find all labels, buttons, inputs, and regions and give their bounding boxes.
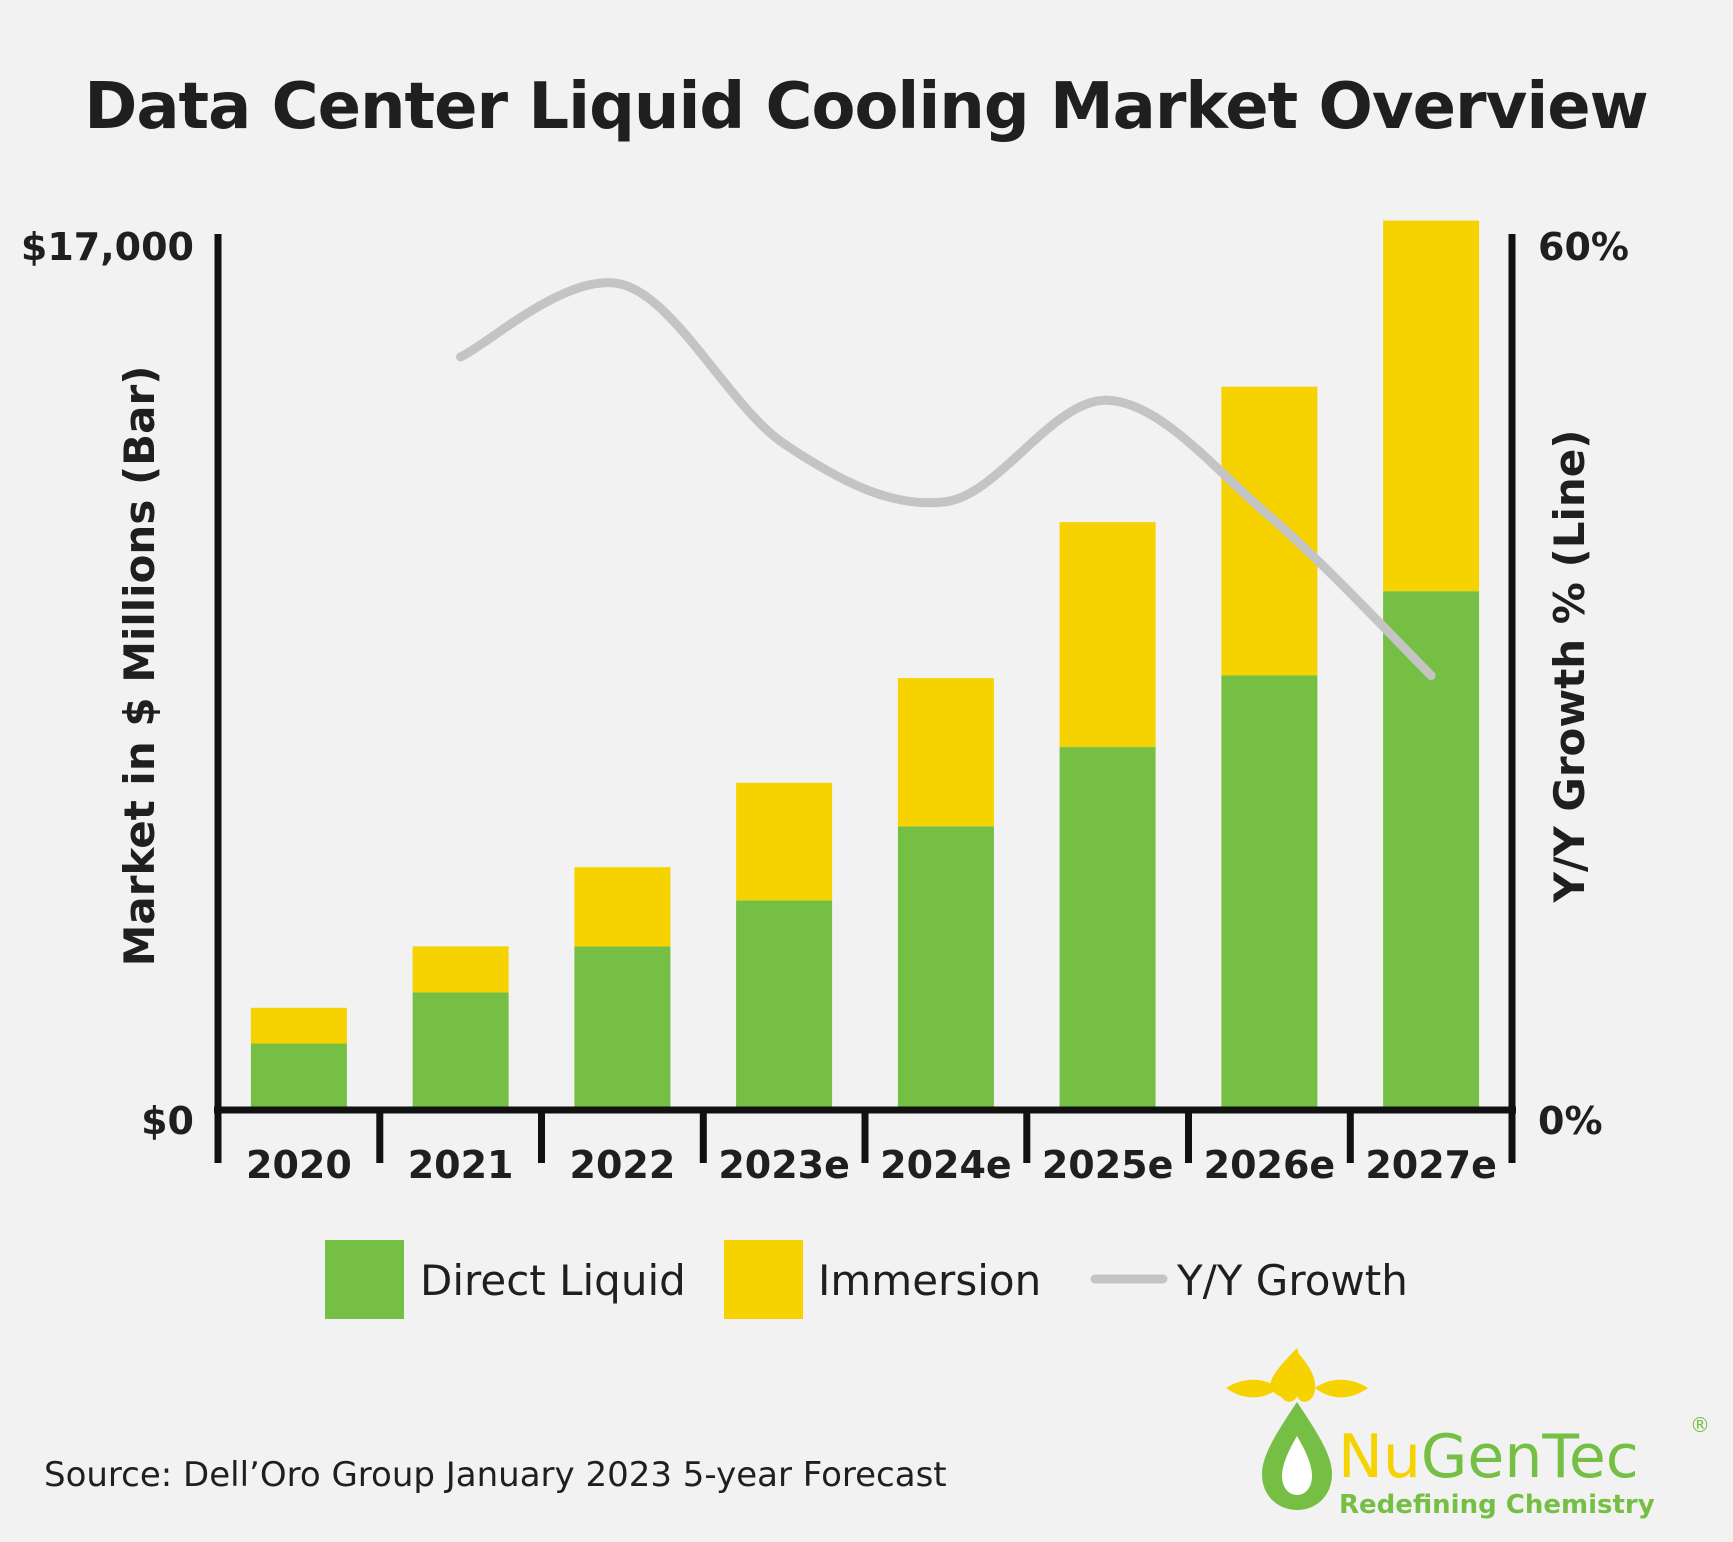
legend: Direct Liquid Immersion Y/Y Growth — [325, 1240, 1408, 1319]
bars-group — [250, 220, 1480, 1110]
bar-direct-liquid-2024e — [897, 826, 994, 1110]
logo-flower-icon — [1226, 1348, 1368, 1510]
growth-point-2027e — [1426, 671, 1436, 680]
bar-direct-liquid-2026e — [1221, 675, 1318, 1110]
legend-label-immersion: Immersion — [818, 1256, 1041, 1305]
y-axis-title: Market in $ Millions (Bar) — [115, 366, 164, 967]
x-label-2021: 2021 — [408, 1143, 514, 1187]
nugentec-logo: NuGenTec ® Redefining Chemistry — [1226, 1348, 1710, 1520]
x-label-2024e: 2024e — [880, 1143, 1012, 1187]
logo-tagline: Redefining Chemistry — [1339, 1490, 1655, 1520]
growth-point-2023e — [779, 439, 789, 449]
x-label-2020: 2020 — [246, 1143, 352, 1187]
legend-label-direct-liquid: Direct Liquid — [420, 1256, 686, 1305]
logo-name-gentec: GenTec — [1421, 1422, 1639, 1492]
y2-tick-top: 60% — [1538, 225, 1629, 269]
bar-immersion-2024e — [897, 678, 994, 827]
bar-direct-liquid-2023e — [736, 900, 833, 1110]
bar-immersion-2027e — [1383, 220, 1480, 592]
logo-wordmark: NuGenTec — [1338, 1422, 1639, 1492]
legend-swatch-immersion — [724, 1240, 803, 1319]
x-axis-ticks — [376, 1110, 1354, 1163]
bar-direct-liquid-2021 — [412, 992, 509, 1110]
bar-direct-liquid-2020 — [250, 1043, 347, 1110]
growth-point-2024e — [941, 497, 951, 507]
growth-point-2026e — [1264, 511, 1274, 521]
chart-title: Data Center Liquid Cooling Market Overvi… — [84, 70, 1648, 144]
source-note: Source: Dell’Oro Group January 2023 5-ye… — [44, 1455, 947, 1495]
bar-immersion-2021 — [412, 946, 509, 993]
logo-registered-mark: ® — [1690, 1413, 1710, 1437]
y-tick-top: $17,000 — [21, 225, 194, 269]
logo-name-nu: Nu — [1338, 1422, 1421, 1492]
bar-immersion-2026e — [1221, 386, 1318, 676]
growth-point-2025e — [1103, 395, 1113, 405]
x-label-2026e: 2026e — [1204, 1143, 1336, 1187]
bar-immersion-2020 — [250, 1007, 347, 1044]
growth-line-group — [456, 278, 1436, 680]
legend-label-growth: Y/Y Growth — [1176, 1256, 1408, 1305]
bar-direct-liquid-2025e — [1059, 747, 1156, 1110]
legend-swatch-direct-liquid — [325, 1240, 404, 1319]
x-label-2027e: 2027e — [1365, 1143, 1497, 1187]
y2-axis-title: Y/Y Growth % (Line) — [1545, 430, 1594, 904]
growth-point-2021 — [456, 352, 466, 362]
growth-point-2022 — [617, 280, 627, 289]
x-axis-labels: 2020 2021 2022 2023e 2024e 2025e 2026e 2027e — [246, 1143, 1497, 1187]
x-label-2025e: 2025e — [1042, 1143, 1174, 1187]
bar-immersion-2025e — [1059, 522, 1156, 747]
bar-immersion-2023e — [736, 782, 833, 901]
x-label-2023e: 2023e — [718, 1143, 850, 1187]
y2-tick-bottom: 0% — [1538, 1099, 1603, 1143]
y-tick-bottom: $0 — [141, 1099, 194, 1143]
bar-direct-liquid-2022 — [574, 946, 671, 1110]
bar-direct-liquid-2027e — [1383, 591, 1480, 1110]
x-label-2022: 2022 — [570, 1143, 676, 1187]
bar-immersion-2022 — [574, 867, 671, 947]
